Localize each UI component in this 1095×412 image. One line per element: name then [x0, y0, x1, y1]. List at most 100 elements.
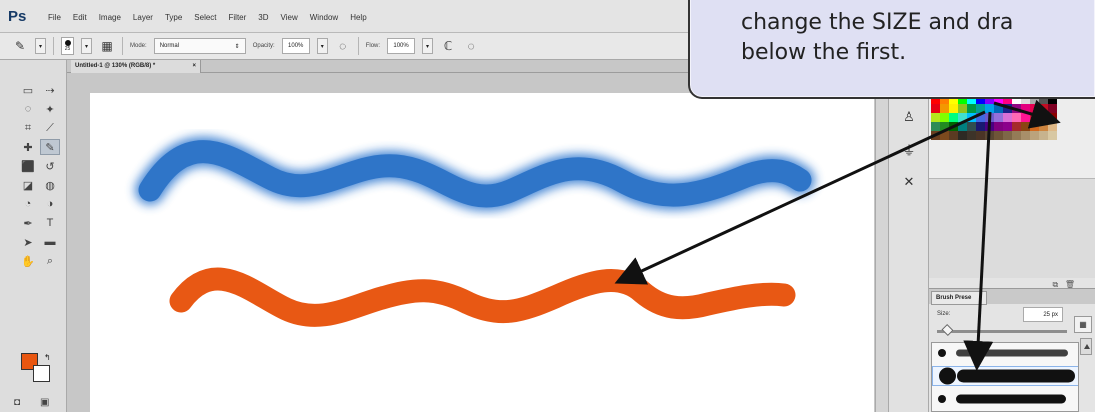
color-swatch[interactable] — [1012, 113, 1021, 122]
color-swatch[interactable] — [931, 113, 940, 122]
brush-reset-icon[interactable]: ▦ — [1074, 316, 1092, 333]
rect-marquee-tool-icon[interactable]: ▭ — [22, 84, 34, 97]
color-swatch[interactable] — [931, 122, 940, 131]
color-swatch[interactable] — [967, 104, 976, 113]
color-swatch[interactable] — [994, 113, 1003, 122]
color-swatch[interactable] — [958, 104, 967, 113]
color-swatch[interactable] — [1021, 113, 1030, 122]
brush-tool-icon[interactable]: ✎ — [40, 139, 60, 155]
brush-preset-row-selected[interactable] — [932, 366, 1078, 386]
brush-panel-icon[interactable]: ♙ — [903, 109, 915, 124]
color-swatch[interactable] — [1003, 131, 1012, 140]
color-swatch[interactable] — [1048, 131, 1057, 140]
menu-filter[interactable]: Filter — [228, 13, 247, 22]
crop-tool-icon[interactable]: ⌗ — [24, 121, 32, 134]
color-swatch[interactable] — [958, 113, 967, 122]
brush-size-field[interactable]: 25 px — [1023, 307, 1063, 322]
brush-size-picker[interactable]: 25 — [61, 37, 74, 55]
color-swatch[interactable] — [1030, 131, 1039, 140]
swap-colors-icon[interactable]: ↰ — [44, 353, 51, 362]
color-swatch[interactable] — [1048, 95, 1057, 104]
quick-select-tool-icon[interactable]: ✦ — [45, 103, 55, 116]
brush-picker-dropdown[interactable]: ▾ — [81, 38, 92, 54]
path-select-tool-icon[interactable]: ➤ — [23, 236, 33, 249]
opacity-dropdown[interactable]: ▾ — [316, 38, 328, 54]
color-swatch[interactable] — [985, 104, 994, 113]
color-swatch[interactable] — [1030, 95, 1039, 104]
pressure-size-icon[interactable]: ◌ — [467, 39, 475, 53]
menu-edit[interactable]: Edit — [72, 13, 87, 22]
background-color-swatch[interactable] — [33, 365, 50, 382]
tool-preset-dropdown[interactable]: ▾ — [35, 38, 46, 54]
flow-field[interactable]: 100% — [387, 38, 416, 54]
shape-tool-icon[interactable]: ▬ — [44, 236, 56, 248]
pen-tool-icon[interactable]: ✒ — [23, 217, 33, 230]
menu-file[interactable]: File — [48, 13, 61, 22]
menu-layer[interactable]: Layer — [132, 13, 153, 22]
color-swatch[interactable] — [976, 95, 985, 104]
color-swatch[interactable] — [940, 95, 949, 104]
color-swatch[interactable] — [1012, 122, 1021, 131]
eyedropper-tool-icon[interactable]: ⟋ — [46, 121, 54, 134]
scroll-up-button[interactable] — [1080, 338, 1092, 355]
document-tab[interactable]: Untitled-1 @ 130% (RGB/8) * × — [71, 60, 201, 73]
quick-mask-icon[interactable]: ◘ — [14, 397, 21, 408]
menu-type[interactable]: Type — [164, 13, 183, 22]
color-swatch[interactable] — [1039, 95, 1048, 104]
color-swatch[interactable] — [931, 104, 940, 113]
color-swatch[interactable] — [958, 131, 967, 140]
color-swatch[interactable] — [994, 131, 1003, 140]
brush-tool-preset-icon[interactable]: ✎ — [14, 39, 26, 53]
color-swatch[interactable] — [1021, 95, 1030, 104]
blend-mode-select[interactable]: Normal ⇕ — [153, 38, 246, 54]
brush-preset-row[interactable] — [932, 389, 1078, 409]
menu-help[interactable]: Help — [350, 13, 367, 22]
tool-presets-icon[interactable]: ✕ — [903, 174, 915, 189]
color-swatch[interactable] — [976, 122, 985, 131]
menu-image[interactable]: Image — [98, 13, 121, 22]
color-swatch[interactable] — [958, 122, 967, 131]
menu-view[interactable]: View — [280, 13, 298, 22]
pressure-opacity-icon[interactable]: ◌ — [339, 39, 347, 53]
lasso-tool-icon[interactable]: ◌ — [24, 103, 32, 115]
screen-mode-icon[interactable]: ▣ — [40, 397, 50, 408]
opacity-field[interactable]: 100% — [281, 38, 310, 54]
color-swatch[interactable] — [949, 131, 958, 140]
brush-preset-row[interactable] — [932, 343, 1078, 363]
menu-3d[interactable]: 3D — [258, 13, 269, 22]
color-swatch[interactable] — [949, 104, 958, 113]
panel-action-icons[interactable]: ⧉ 🗑 — [1052, 280, 1075, 289]
color-swatch[interactable] — [976, 113, 985, 122]
close-tab-icon[interactable]: × — [192, 63, 196, 69]
airbrush-icon[interactable]: ℂ — [443, 39, 453, 53]
color-swatch[interactable] — [1021, 131, 1030, 140]
clone-stamp-tool-icon[interactable]: ⬛ — [21, 160, 35, 173]
color-swatch[interactable] — [967, 122, 976, 131]
color-swatch[interactable] — [940, 131, 949, 140]
dodge-tool-icon[interactable]: ◑ — [46, 198, 54, 210]
move-tool-icon[interactable]: ⇢ — [45, 84, 55, 97]
color-swatch[interactable] — [994, 95, 1003, 104]
color-swatch[interactable] — [958, 95, 967, 104]
color-swatch[interactable] — [940, 104, 949, 113]
color-swatch[interactable] — [1012, 95, 1021, 104]
menu-window[interactable]: Window — [309, 13, 339, 22]
color-swatch[interactable] — [967, 131, 976, 140]
zoom-tool-icon[interactable]: ⌕ — [46, 254, 54, 267]
color-swatch[interactable] — [994, 122, 1003, 131]
blur-tool-icon[interactable]: ◔ — [24, 198, 32, 210]
type-tool-icon[interactable]: T — [46, 217, 54, 229]
color-swatch[interactable] — [1039, 131, 1048, 140]
color-swatch[interactable] — [940, 113, 949, 122]
history-brush-tool-icon[interactable]: ↺ — [45, 160, 55, 173]
color-swatch[interactable] — [994, 104, 1003, 113]
color-swatch[interactable] — [1003, 95, 1012, 104]
color-swatch[interactable] — [1021, 104, 1030, 113]
brush-presets-tab[interactable]: Brush Prese — [931, 291, 987, 305]
color-swatch[interactable] — [1003, 113, 1012, 122]
flow-dropdown[interactable]: ▾ — [422, 38, 434, 54]
menu-select[interactable]: Select — [194, 13, 217, 22]
brush-panel-toggle-icon[interactable]: ▦ — [101, 39, 113, 53]
color-swatch[interactable] — [967, 95, 976, 104]
color-swatch[interactable] — [949, 95, 958, 104]
